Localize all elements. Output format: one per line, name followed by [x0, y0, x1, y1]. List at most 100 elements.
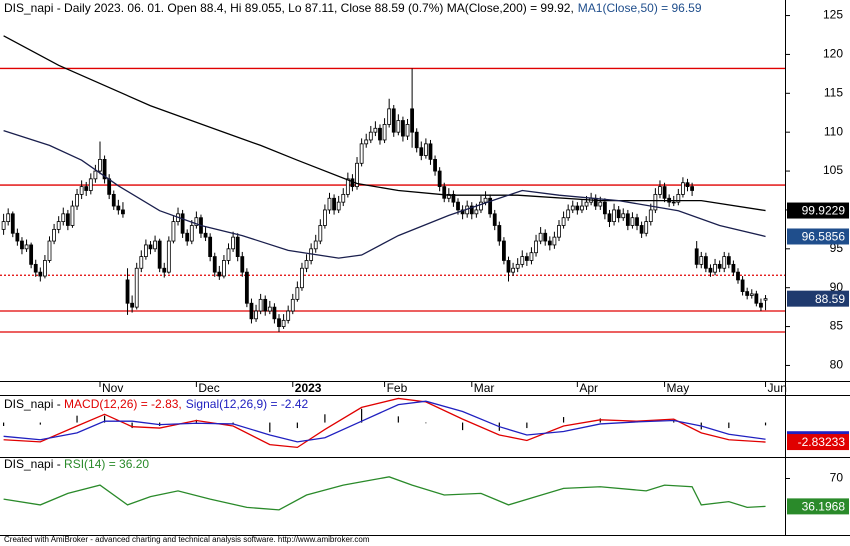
candle-body — [561, 217, 566, 226]
candle-body — [534, 240, 538, 254]
candle-body — [364, 139, 369, 145]
candle-body — [607, 213, 612, 223]
candle-body — [189, 225, 194, 242]
candle-body — [368, 131, 373, 141]
x-tick-label: 2023 — [295, 381, 322, 395]
candle-body — [405, 124, 410, 137]
candle-body — [488, 197, 493, 215]
candle-body — [575, 205, 580, 211]
candle-body — [401, 120, 405, 137]
title-prefix: DIS_napi - — [4, 457, 64, 471]
candle-body — [134, 267, 139, 308]
candle-body — [75, 193, 79, 207]
candle-body — [332, 197, 336, 211]
candle-body — [511, 267, 515, 273]
candle-body — [263, 298, 268, 312]
candle-body — [52, 228, 56, 242]
candle-body — [391, 108, 396, 133]
candle-body — [203, 232, 208, 238]
candle-body — [566, 209, 571, 219]
line — [3, 397, 766, 449]
candle-body — [208, 236, 213, 257]
candle-body — [171, 221, 176, 242]
candle-body — [483, 197, 488, 203]
candle-body — [506, 260, 511, 273]
x-tick-label: Dec — [198, 381, 219, 395]
line — [3, 400, 766, 443]
candle-body — [327, 197, 332, 211]
candle-body — [281, 319, 286, 327]
candle-body — [98, 158, 102, 172]
candle-body — [543, 232, 548, 242]
candle-body — [121, 209, 125, 215]
candle-body — [584, 201, 589, 207]
candle-body — [469, 205, 474, 215]
candle-body — [107, 178, 112, 195]
candle-body — [437, 170, 442, 188]
candle-body — [414, 131, 419, 149]
candle-body — [166, 240, 171, 273]
candle-body — [676, 193, 681, 203]
candle-body — [726, 256, 731, 265]
value-marker-label: 96.5856 — [802, 230, 846, 244]
x-tick-label: Mar — [474, 381, 495, 395]
value-marker — [787, 434, 849, 451]
candle-body — [708, 267, 713, 273]
candle-body — [212, 256, 217, 273]
candle-body — [703, 256, 708, 269]
candle-body — [56, 221, 61, 230]
rsi-title: DIS_napi - RSI(14) = 36.20 — [4, 457, 149, 471]
candle-body — [217, 271, 222, 277]
title-ma: MA1(Close,50) = 96.59 — [578, 1, 702, 15]
value-marker — [787, 498, 849, 515]
candle-body — [185, 232, 190, 242]
candle-body — [492, 213, 497, 226]
x-tick-label: Apr — [579, 381, 598, 395]
y-tick-label: 120 — [823, 47, 843, 61]
candle-body — [396, 120, 401, 133]
candle-body — [180, 213, 185, 234]
candle-body — [6, 213, 11, 223]
candle-body — [658, 186, 662, 195]
candle-body — [29, 244, 34, 265]
candle-body — [355, 162, 359, 188]
candle-body — [258, 298, 263, 312]
candle-body — [690, 186, 694, 191]
candle-body — [621, 213, 626, 219]
candle-body — [20, 240, 24, 250]
candle-body — [598, 201, 603, 207]
candle-body — [497, 225, 502, 242]
y-tick-label: 85 — [830, 319, 844, 333]
candle-body — [580, 205, 584, 211]
candle-body — [38, 271, 43, 277]
candle-body — [616, 209, 621, 219]
candle-body — [722, 256, 727, 269]
value-marker — [787, 228, 849, 245]
candle-body — [249, 302, 254, 320]
candle-body — [662, 186, 667, 199]
candle-body — [552, 236, 557, 246]
candle-body — [671, 201, 676, 204]
candle-body — [244, 271, 249, 304]
candle-body — [502, 240, 506, 261]
candle-body — [61, 213, 66, 223]
candle-body — [593, 197, 598, 207]
candle-body — [336, 201, 341, 211]
candle-body — [153, 240, 157, 250]
candle-body — [736, 271, 740, 281]
candle-body — [635, 217, 639, 226]
y-tick-label: 125 — [823, 8, 843, 22]
candle-body — [254, 310, 258, 320]
candle-body — [359, 143, 364, 164]
candle-body — [428, 143, 433, 160]
candle-body — [157, 240, 162, 269]
candle-body — [47, 240, 52, 261]
y-tick-label: 115 — [824, 85, 843, 99]
candle-body — [685, 182, 690, 188]
candle-body — [313, 240, 318, 250]
candle-body — [300, 267, 304, 289]
candle-body — [639, 225, 644, 234]
value-marker-label: 99.9229 — [802, 204, 846, 218]
candle-body — [272, 306, 277, 320]
